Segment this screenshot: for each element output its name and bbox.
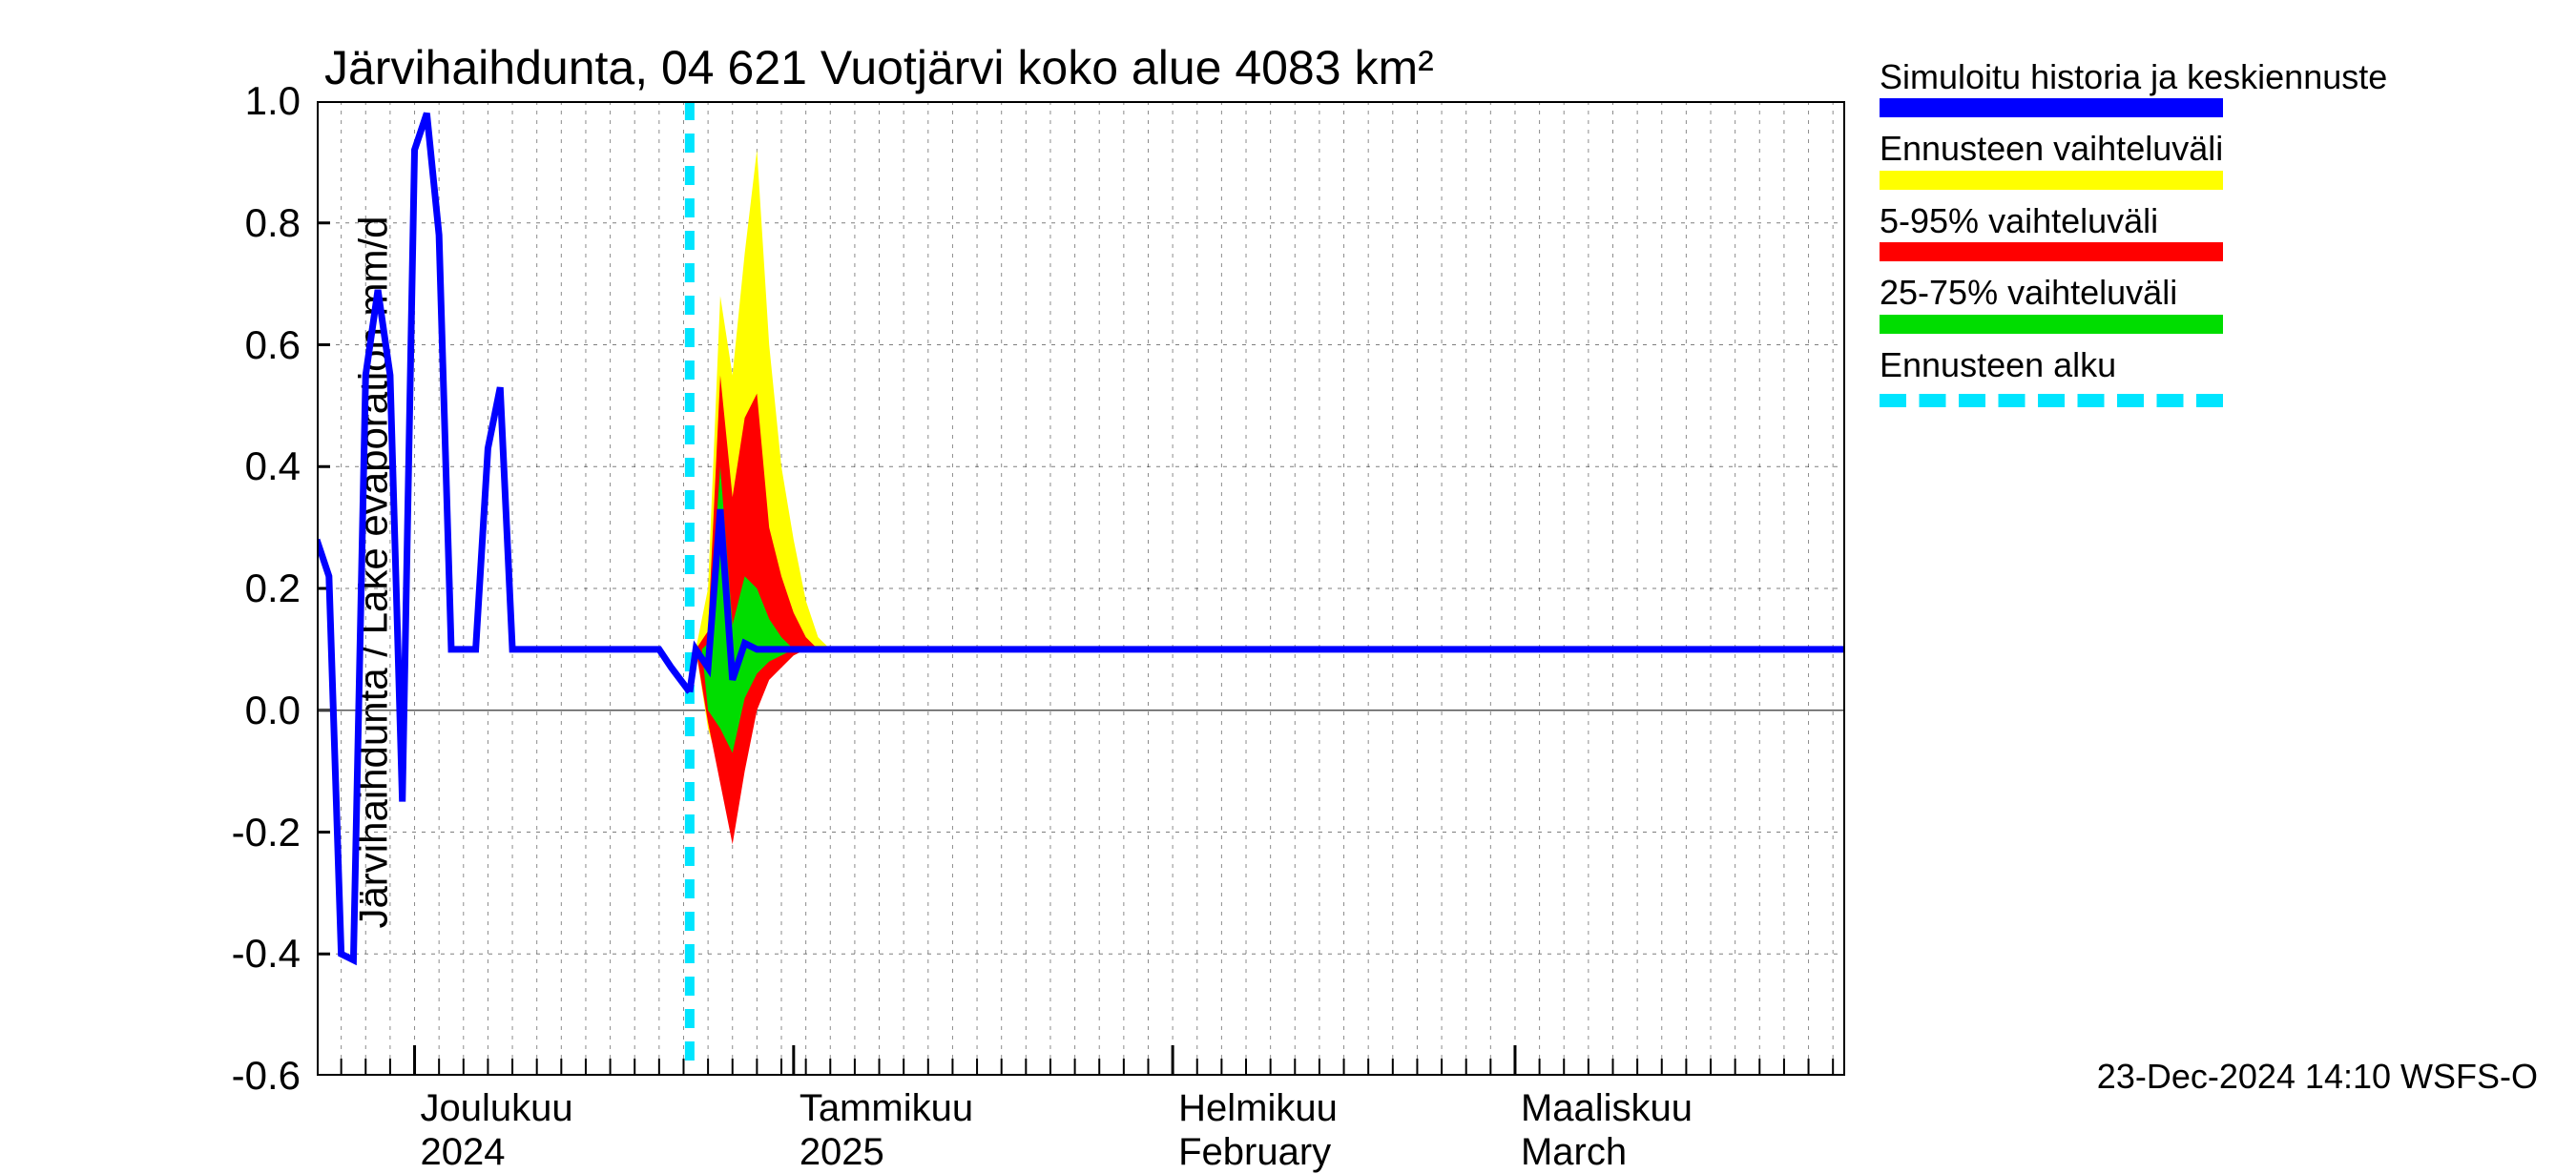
x-tick-label-bottom: March — [1521, 1131, 1627, 1174]
plot-area — [317, 101, 1845, 1076]
x-tick-label-bottom: 2025 — [800, 1131, 884, 1174]
x-tick-label-bottom: February — [1178, 1131, 1331, 1174]
y-tick-label: 0.4 — [245, 443, 301, 489]
x-tick-label-bottom: 2024 — [421, 1131, 506, 1174]
legend-label: 25-75% vaihteluväli — [1880, 273, 2547, 312]
timestamp: 23-Dec-2024 14:10 WSFS-O — [2097, 1057, 2538, 1097]
y-tick-label: -0.2 — [232, 810, 301, 855]
y-tick-label: -0.6 — [232, 1053, 301, 1099]
legend-item: 25-75% vaihteluväli — [1880, 273, 2547, 333]
x-tick-label-top: Maaliskuu — [1521, 1087, 1693, 1130]
legend-swatch — [1880, 394, 2223, 407]
y-tick-label: 0.2 — [245, 566, 301, 611]
chart-title: Järvihaihdunta, 04 621 Vuotjärvi koko al… — [324, 40, 1434, 95]
legend-swatch — [1880, 171, 2223, 190]
y-tick-label: 1.0 — [245, 78, 301, 124]
y-tick-label: 0.0 — [245, 688, 301, 733]
legend-label: Ennusteen alku — [1880, 345, 2547, 384]
chart-container: Järvihaihdunta, 04 621 Vuotjärvi koko al… — [0, 0, 2576, 1144]
legend: Simuloitu historia ja keskiennuste Ennust… — [1880, 57, 2547, 421]
legend-item: Ennusteen alku — [1880, 345, 2547, 407]
legend-item: 5-95% vaihteluväli — [1880, 201, 2547, 261]
legend-item: Ennusteen vaihteluväli — [1880, 129, 2547, 189]
legend-swatch — [1880, 98, 2223, 117]
y-tick-label: -0.4 — [232, 931, 301, 977]
y-tick-label: 0.6 — [245, 322, 301, 368]
x-tick-label-top: Helmikuu — [1178, 1087, 1338, 1130]
x-tick-label-top: Joulukuu — [421, 1087, 573, 1130]
legend-label: Simuloitu historia ja keskiennuste — [1880, 57, 2547, 96]
y-tick-label: 0.8 — [245, 200, 301, 246]
legend-label: Ennusteen vaihteluväli — [1880, 129, 2547, 168]
legend-item: Simuloitu historia ja keskiennuste — [1880, 57, 2547, 117]
x-tick-label-top: Tammikuu — [800, 1087, 973, 1130]
legend-label: 5-95% vaihteluväli — [1880, 201, 2547, 240]
legend-swatch — [1880, 315, 2223, 334]
legend-swatch — [1880, 242, 2223, 261]
